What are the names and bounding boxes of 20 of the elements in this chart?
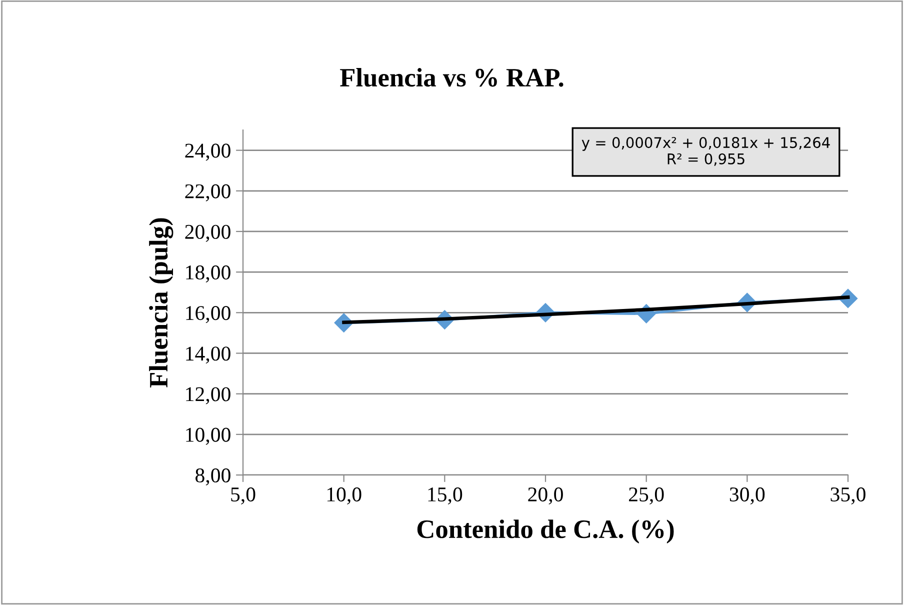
- y-tick-label: 18,00: [186, 265, 230, 282]
- y-tick-label: 14,00: [186, 346, 230, 364]
- x-axis-title: Contenido de C.A. (%): [417, 520, 674, 544]
- x-tick-label: 25,0: [629, 487, 664, 504]
- x-tick-label: 35,0: [830, 487, 866, 504]
- y-tick-label: 10,00: [186, 428, 230, 445]
- y-axis-title: Fluencia (pulg): [149, 218, 174, 388]
- x-tick-label: 30,0: [730, 487, 765, 504]
- x-tick-label: 15,0: [428, 487, 462, 504]
- y-tick-label: 16,00: [186, 306, 230, 324]
- annotation: y = 0,0007x² + 0,0181x + 15,264 R² = 0,955: [582, 137, 830, 166]
- chart-title: Fluencia vs % RAP.: [340, 68, 564, 87]
- x-tick-label: 20,0: [528, 487, 563, 504]
- x-tick-label: 10,0: [327, 487, 362, 504]
- y-tick-label: 22,00: [185, 184, 230, 202]
- y-tick-label: 24,00: [185, 144, 230, 161]
- y-tick-label: 12,00: [186, 387, 230, 404]
- y-tick-label: 8,00: [196, 468, 230, 486]
- y-tick-label: 20,00: [185, 224, 230, 242]
- x-tick-label: 5,0: [231, 487, 256, 504]
